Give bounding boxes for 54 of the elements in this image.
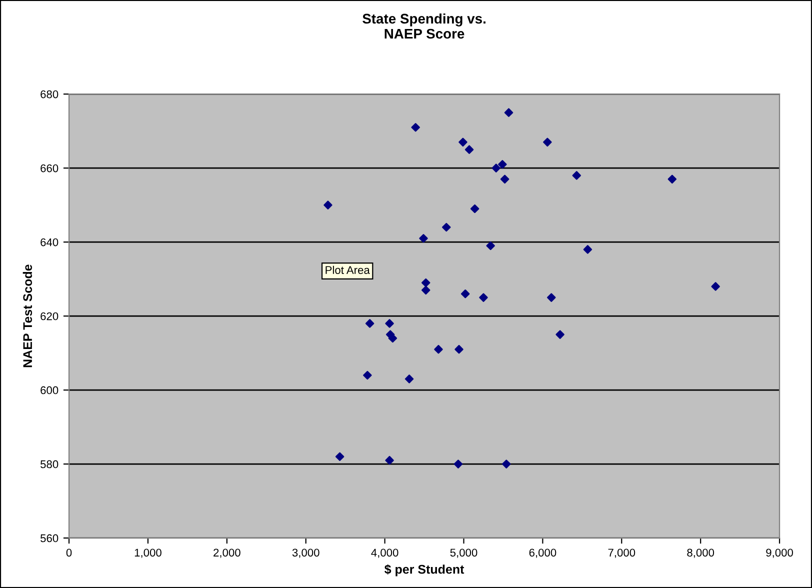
point (404, 374, 414, 384)
point (543, 138, 552, 147)
point (504, 108, 514, 117)
point (365, 319, 374, 328)
x-tick-label: 2,000 (214, 548, 240, 558)
point (421, 278, 430, 288)
point (668, 174, 677, 184)
point (479, 293, 488, 302)
point (500, 174, 510, 184)
x-tick-label: 4,000 (371, 548, 398, 558)
y-tick-label: 660 (40, 164, 58, 172)
point (470, 204, 480, 214)
point (454, 460, 463, 468)
point (335, 452, 344, 461)
annotation: Plot Area (326, 266, 370, 274)
y-tick-label: 620 (40, 312, 58, 320)
point (385, 456, 394, 465)
point (324, 200, 332, 210)
y-tick-label: 680 (40, 90, 58, 98)
point (583, 245, 592, 254)
point (711, 282, 720, 291)
point (454, 344, 464, 354)
x-tick-label: 5,000 (450, 548, 478, 558)
point (458, 138, 468, 147)
point (556, 330, 564, 339)
point (411, 123, 420, 132)
point (464, 145, 474, 154)
point (363, 370, 372, 380)
point (419, 234, 428, 243)
point (547, 293, 556, 302)
point (421, 286, 430, 295)
y-tick-label: 580 (40, 460, 58, 468)
x-tick-label: 6,000 (529, 548, 556, 558)
point (486, 241, 495, 250)
y-tick-label: 640 (40, 238, 58, 246)
point (385, 319, 394, 328)
x-tick-label: 0 (66, 548, 72, 557)
x-tick-label: 9,000 (766, 548, 793, 558)
chart-title: State Spending vs. NAEP Score (362, 13, 486, 39)
y-tick-label: 600 (40, 386, 58, 394)
point (572, 171, 582, 180)
point (442, 222, 451, 232)
x-tick-label: 7,000 (608, 548, 636, 558)
x-tick-label: 8,000 (687, 548, 714, 558)
point (498, 160, 507, 169)
y-tick-label: 560 (40, 534, 58, 542)
point (492, 164, 500, 172)
point (434, 344, 443, 354)
point (502, 460, 511, 468)
y-axis-title: NAEP Test Scode (22, 264, 32, 368)
x-tick-label: 3,000 (292, 548, 320, 558)
x-axis-title: $ per Student (384, 564, 464, 576)
point (460, 289, 470, 298)
x-tick-label: 1,000 (134, 548, 162, 558)
